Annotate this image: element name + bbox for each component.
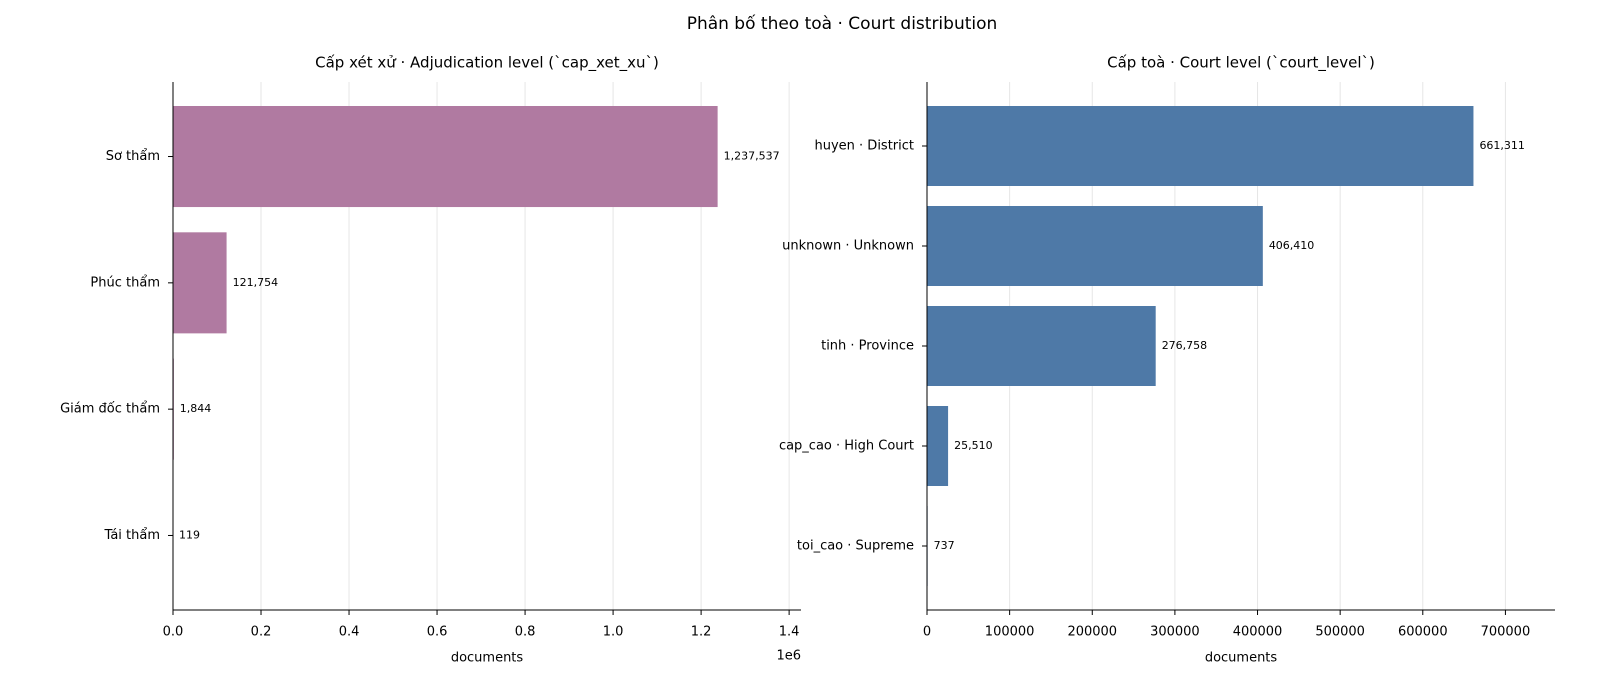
y-tick-label: unknown · Unknown <box>782 239 914 254</box>
value-label: 1,237,537 <box>724 150 780 163</box>
axes-title: Cấp toà · Court level (`court_level`) <box>1107 54 1375 73</box>
y-tick-label: Giám đốc thẩm <box>60 402 160 417</box>
value-label: 737 <box>934 539 955 552</box>
value-label: 406,410 <box>1269 239 1315 252</box>
x-tick-label: 0.2 <box>251 625 272 640</box>
x-tick-label: 1.4 <box>779 625 800 640</box>
figure-title: Phân bố theo toà · Court distribution <box>687 13 998 34</box>
y-tick-label: Sơ thẩm <box>106 149 160 164</box>
x-tick-label: 1.2 <box>691 625 712 640</box>
y-tick-label: Tái thẩm <box>104 528 160 543</box>
x-axis-label: documents <box>451 651 524 666</box>
y-tick-label: Phúc thẩm <box>90 275 160 290</box>
value-label: 276,758 <box>1162 339 1208 352</box>
axes-title: Cấp xét xử · Adjudication level (`cap_xe… <box>315 54 659 73</box>
x-tick-label: 300000 <box>1150 625 1200 640</box>
bar <box>927 306 1156 386</box>
x-tick-label: 0.8 <box>515 625 536 640</box>
y-tick-label: cap_cao · High Court <box>779 439 914 454</box>
x-tick-label: 400000 <box>1233 625 1283 640</box>
value-label: 119 <box>179 528 200 541</box>
x-tick-label: 0 <box>923 625 931 640</box>
bar <box>173 106 718 208</box>
x-offset-label: 1e6 <box>776 649 801 664</box>
value-label: 121,754 <box>233 276 279 289</box>
x-tick-label: 600000 <box>1398 625 1448 640</box>
bar <box>927 206 1263 286</box>
y-tick-label: toi_cao · Supreme <box>797 539 914 554</box>
bar <box>173 232 227 334</box>
x-tick-label: 200000 <box>1067 625 1117 640</box>
bar <box>927 106 1474 186</box>
x-axis-label: documents <box>1205 651 1278 666</box>
value-label: 1,844 <box>180 402 212 415</box>
value-label: 661,311 <box>1479 139 1525 152</box>
x-tick-label: 0.0 <box>163 625 184 640</box>
bar <box>927 406 949 486</box>
value-label: 25,510 <box>954 439 993 452</box>
x-tick-label: 700000 <box>1481 625 1531 640</box>
x-tick-label: 100000 <box>985 625 1035 640</box>
y-tick-label: tinh · Province <box>821 339 914 354</box>
x-tick-label: 0.6 <box>427 625 448 640</box>
y-tick-label: huyen · District <box>815 139 915 154</box>
x-tick-label: 1.0 <box>603 625 624 640</box>
x-tick-label: 500000 <box>1315 625 1365 640</box>
x-tick-label: 0.4 <box>339 625 360 640</box>
